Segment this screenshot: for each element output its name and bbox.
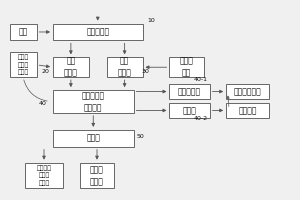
Text: 第四反应部: 第四反应部 <box>178 87 201 96</box>
Text: 氨气，
氨水: 氨气， 氨水 <box>180 57 194 78</box>
Text: 40-2: 40-2 <box>193 116 207 121</box>
Bar <box>226 103 269 118</box>
Bar <box>10 24 37 40</box>
Bar <box>80 163 114 188</box>
Bar <box>169 57 204 77</box>
Bar <box>107 57 142 77</box>
Text: 浓缩部: 浓缩部 <box>183 106 196 115</box>
Text: 30: 30 <box>142 69 149 74</box>
Text: 50: 50 <box>136 134 144 139</box>
Text: 第三
反应部: 第三 反应部 <box>118 57 132 78</box>
Bar <box>53 57 89 77</box>
Bar <box>226 84 269 99</box>
Text: 酸（吸收氨）: 酸（吸收氨） <box>234 87 262 96</box>
Text: 铵结晶体: 铵结晶体 <box>238 106 257 115</box>
Bar <box>53 130 134 147</box>
Text: 10: 10 <box>148 18 155 23</box>
Text: 烧制部: 烧制部 <box>86 134 100 143</box>
Bar <box>169 84 210 99</box>
Bar <box>53 24 142 40</box>
Text: 40-1: 40-1 <box>193 77 207 82</box>
Text: 20: 20 <box>42 69 50 74</box>
Text: 第一分离部
（压滤）: 第一分离部 （压滤） <box>82 91 105 112</box>
Bar <box>53 90 134 113</box>
Text: 40: 40 <box>39 101 47 106</box>
Text: 消石灰
碳酸钙
生石灰: 消石灰 碳酸钙 生石灰 <box>17 55 29 75</box>
Bar <box>25 163 63 188</box>
Text: 第二
反应部: 第二 反应部 <box>64 57 78 78</box>
Text: 第一反应部: 第一反应部 <box>86 27 109 36</box>
Text: 高纯度
氟化钙: 高纯度 氟化钙 <box>90 165 104 186</box>
Bar <box>169 103 210 118</box>
Text: 钙盐: 钙盐 <box>19 27 28 36</box>
Bar <box>10 52 37 77</box>
Text: 炼铁用、
窑业用
氟化钙: 炼铁用、 窑业用 氟化钙 <box>37 165 52 186</box>
